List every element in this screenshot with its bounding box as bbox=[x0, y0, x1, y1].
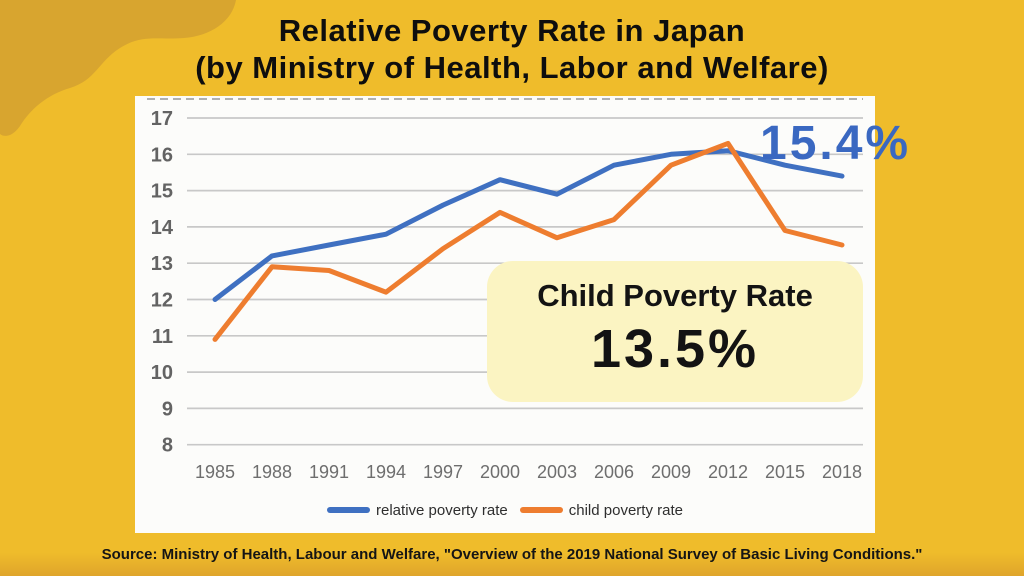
y-axis-label-9: 9 bbox=[162, 398, 173, 420]
x-axis-label-1997: 1997 bbox=[423, 462, 463, 482]
y-axis-label-11: 11 bbox=[152, 326, 173, 348]
x-axis-label-2015: 2015 bbox=[765, 462, 805, 482]
x-axis-label-2018: 2018 bbox=[822, 462, 862, 482]
x-axis-label-2012: 2012 bbox=[708, 462, 748, 482]
legend-swatch-relative-poverty-rate bbox=[327, 507, 371, 513]
y-axis-label-16: 16 bbox=[151, 144, 173, 166]
x-axis-label-2003: 2003 bbox=[537, 462, 577, 482]
x-axis-label-1988: 1988 bbox=[252, 462, 292, 482]
legend-item-relative-poverty-rate: relative poverty rate bbox=[327, 502, 508, 519]
y-axis-label-15: 15 bbox=[151, 181, 173, 203]
child-poverty-callout: Child Poverty Rate 13.5% bbox=[487, 261, 863, 402]
series-line-relative-poverty-rate bbox=[212, 148, 845, 302]
callout-value: 13.5% bbox=[590, 319, 760, 379]
x-axis-label-1991: 1991 bbox=[309, 462, 349, 482]
x-axis-label-1994: 1994 bbox=[366, 462, 406, 482]
legend-swatch-child-poverty-rate bbox=[519, 507, 563, 513]
page-title: Relative Poverty Rate in Japan (by Minis… bbox=[0, 12, 1024, 86]
source-citation: Source: Ministry of Health, Labour and W… bbox=[101, 546, 923, 563]
y-axis-label-10: 10 bbox=[151, 362, 173, 384]
y-axis-label-14: 14 bbox=[151, 217, 174, 239]
x-axis-label-2000: 2000 bbox=[480, 462, 520, 482]
x-axis-label-2006: 2006 bbox=[594, 462, 634, 482]
series-line-child-poverty-rate bbox=[212, 140, 845, 342]
legend-label-child-poverty-rate: child poverty rate bbox=[568, 501, 683, 519]
callout-title: Child Poverty Rate bbox=[537, 278, 813, 313]
y-axis-label-17: 17 bbox=[151, 108, 173, 130]
title-line-2: (by Ministry of Health, Labor and Welfar… bbox=[195, 50, 829, 85]
y-axis-label-13: 13 bbox=[151, 253, 173, 275]
y-axis-label-12: 12 bbox=[151, 290, 173, 312]
legend-item-child-poverty-rate: child poverty rate bbox=[519, 501, 683, 519]
legend-label-relative-poverty-rate: relative poverty rate bbox=[376, 501, 508, 519]
relative-rate-2018-annotation: 15.4% bbox=[760, 117, 912, 170]
x-axis-label-1985: 1985 bbox=[195, 462, 235, 482]
x-axis-label-2009: 2009 bbox=[651, 462, 691, 482]
y-axis-label-8: 8 bbox=[162, 435, 173, 457]
chart-legend: relative poverty rate child poverty rate bbox=[135, 496, 875, 524]
title-line-1: Relative Poverty Rate in Japan bbox=[278, 13, 746, 48]
